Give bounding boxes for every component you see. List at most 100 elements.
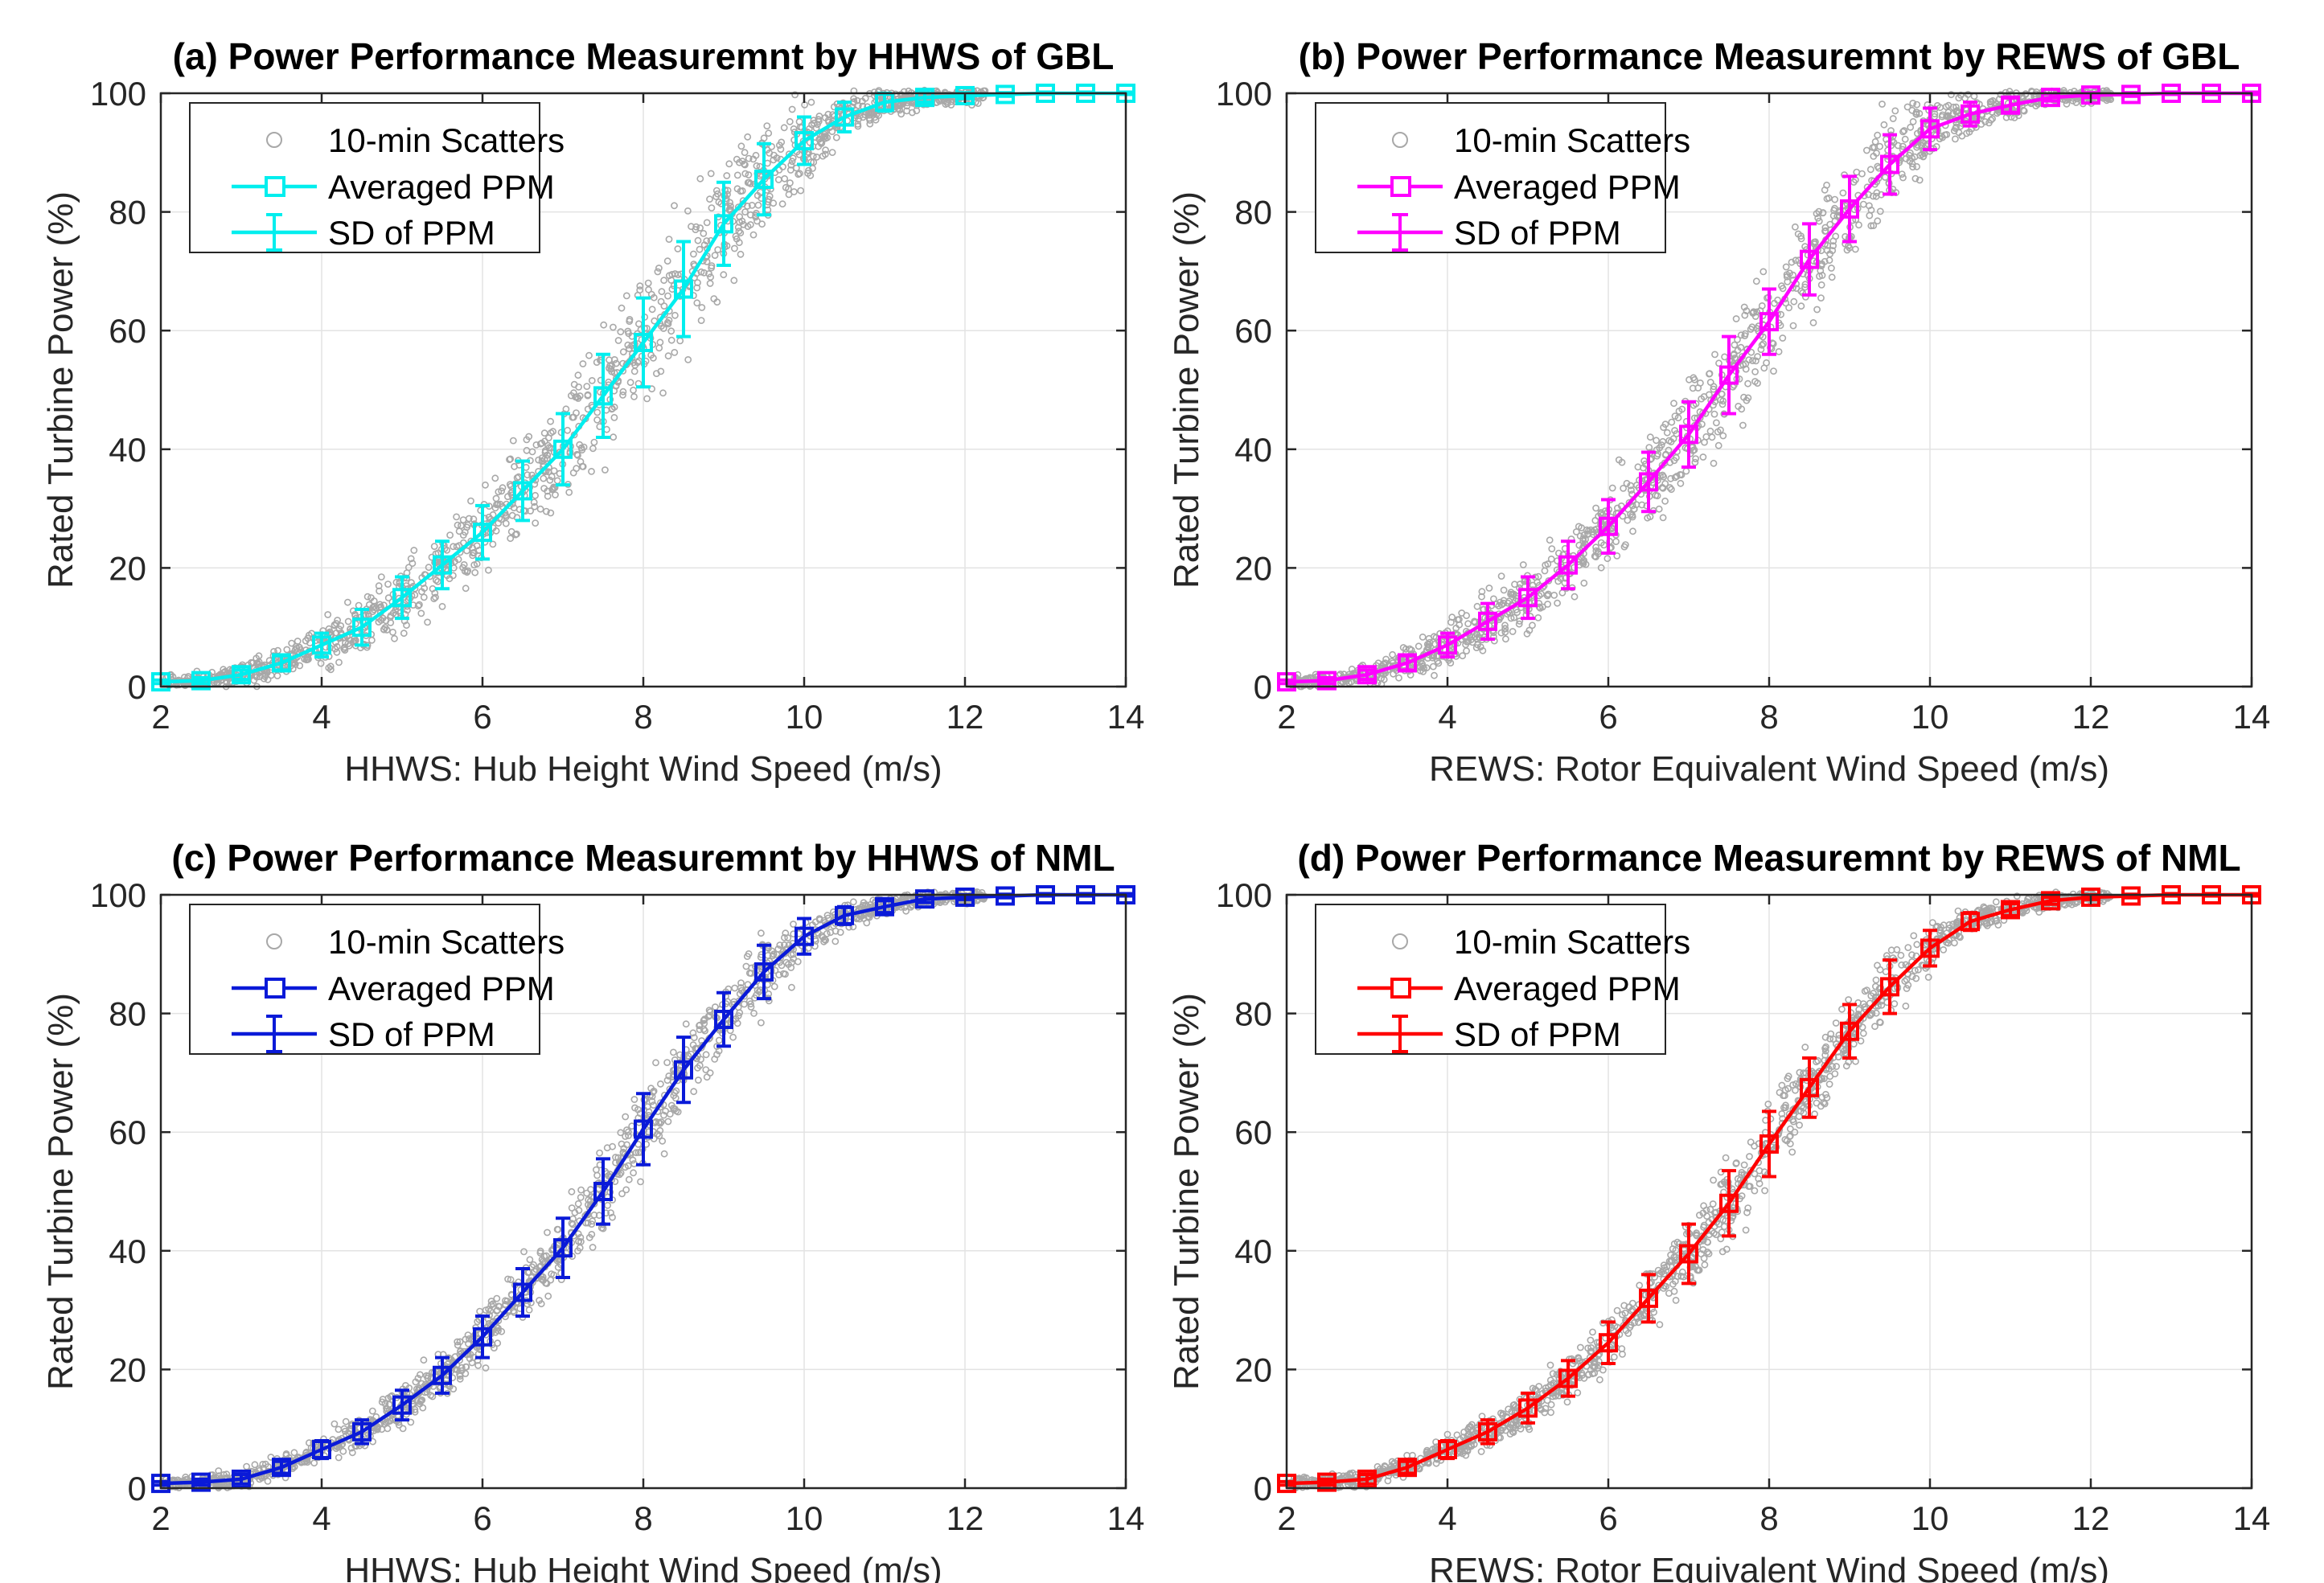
square-marker: [1599, 516, 1618, 536]
legend-entry: SD of PPM: [328, 1015, 495, 1053]
scatter-point: [473, 560, 481, 568]
scatter-point: [1951, 135, 1959, 143]
scatter-point: [612, 1154, 619, 1161]
square-marker: [433, 555, 452, 575]
square-marker: [392, 588, 412, 608]
scatter-point: [544, 492, 552, 500]
scatter-point: [339, 1447, 347, 1455]
scatter-point: [737, 979, 745, 986]
legend-scatter-icon: [1392, 132, 1408, 148]
scatter-point: [317, 659, 325, 667]
scatter-point: [341, 646, 349, 654]
square-marker: [1759, 312, 1779, 332]
scatter-point: [1889, 115, 1897, 122]
scatter-point: [454, 556, 462, 564]
scatter-point: [1870, 143, 1878, 151]
scatter-point: [1603, 555, 1612, 563]
scatter-point: [1952, 103, 1960, 111]
scatter-point: [450, 543, 457, 551]
scatter-point: [769, 952, 777, 960]
scatter-point: [744, 133, 752, 141]
scatter-point: [1851, 245, 1859, 253]
scatter-point: [609, 1213, 616, 1221]
scatter-point: [690, 1034, 698, 1041]
scatter-point: [706, 195, 713, 203]
scatter-point: [573, 450, 581, 458]
scatter-point: [1821, 186, 1829, 194]
scatter-point: [568, 1204, 576, 1212]
scatter-point: [423, 1372, 430, 1380]
scatter-point: [657, 367, 665, 375]
scatter-point: [626, 379, 634, 387]
scatter-point: [1510, 613, 1518, 621]
scatter-point: [768, 142, 775, 150]
scatter-point: [1501, 628, 1509, 636]
scatter-point: [414, 1375, 422, 1382]
scatter-point: [788, 105, 796, 113]
scatter-point: [342, 1417, 350, 1425]
square-marker: [191, 1472, 211, 1492]
scatter-point: [1479, 646, 1487, 654]
scatter-point: [510, 504, 518, 511]
scatter-point: [648, 385, 655, 393]
x-tick-label: 2: [151, 698, 170, 736]
scatter-point: [585, 351, 593, 359]
scatter-point: [609, 1142, 616, 1150]
scatter-point: [665, 1072, 673, 1080]
square-marker: [875, 896, 894, 917]
scatter-point: [577, 1194, 585, 1201]
square-marker: [593, 386, 613, 406]
scatter-point: [708, 204, 716, 211]
scatter-point: [577, 1233, 585, 1241]
scatter-point: [745, 154, 753, 162]
scatter-point: [735, 239, 743, 247]
scatter-point: [606, 356, 613, 364]
scatter-point: [809, 152, 817, 160]
scatter-point: [1774, 296, 1781, 304]
scatter-point: [310, 1459, 318, 1467]
scatter-point: [1665, 446, 1673, 454]
scatter-point: [787, 944, 795, 952]
scatter-point: [367, 636, 376, 644]
scatter-point: [2032, 88, 2040, 96]
x-tick-label: 6: [473, 1499, 491, 1537]
scatter-point: [734, 1012, 742, 1019]
scatter-point: [498, 1327, 506, 1335]
scatter-point: [1839, 189, 1847, 197]
scatter-point: [714, 190, 721, 198]
square-marker: [272, 1458, 291, 1478]
scatter-point: [1646, 433, 1654, 441]
scatter-point: [745, 950, 753, 958]
scatter-point: [1500, 586, 1508, 594]
scatter-point: [1667, 486, 1675, 494]
scatter-point: [1415, 642, 1423, 650]
scatter-point: [288, 639, 296, 647]
scatter-point: [348, 1449, 356, 1457]
scatter-point: [1870, 222, 1878, 229]
square-marker: [392, 1395, 412, 1415]
scatter-point: [283, 646, 291, 654]
scatter-point: [776, 141, 783, 149]
scatter-point: [1874, 131, 1882, 139]
scatter-point: [836, 929, 844, 936]
scatter-point: [467, 497, 474, 505]
scatter-point: [610, 323, 617, 331]
scatter-point: [543, 507, 550, 515]
scatter-point: [570, 380, 578, 388]
scatter-point: [1548, 545, 1556, 552]
scatter-point: [1740, 393, 1747, 401]
scatter-point: [698, 304, 706, 311]
square-marker: [352, 1421, 372, 1442]
scatter-point: [861, 94, 869, 102]
scatter-point: [1534, 572, 1542, 580]
scatter-point: [744, 981, 752, 988]
scatter-point: [1613, 552, 1621, 560]
scatter-point: [707, 273, 714, 281]
scatter-point: [430, 543, 438, 550]
scatter-point: [797, 187, 805, 195]
square-marker: [634, 1119, 653, 1139]
scatter-point: [1814, 214, 1822, 222]
scatter-point: [267, 1454, 275, 1461]
scatter-point: [617, 1129, 625, 1137]
